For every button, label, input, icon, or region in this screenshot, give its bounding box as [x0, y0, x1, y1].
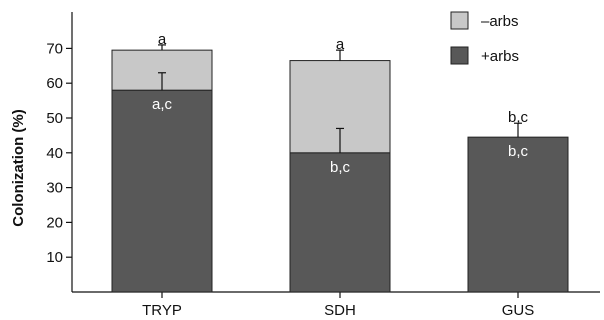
annotation-top-tryp: a	[158, 31, 167, 48]
legend-label-plus-arbs: +arbs	[481, 48, 519, 65]
y-tick-label-40: 40	[46, 145, 63, 162]
y-tick-label-60: 60	[46, 75, 63, 92]
x-tick-label-tryp: TRYP	[142, 302, 182, 319]
y-tick-label-20: 20	[46, 214, 63, 231]
legend-swatch-minus-arbs	[450, 11, 469, 30]
y-tick-label-30: 30	[46, 180, 63, 197]
x-tick-label-gus: GUS	[502, 302, 535, 319]
annotation-top-gus: b,c	[508, 109, 529, 126]
legend-label-minus-arbs: –arbs	[481, 13, 519, 30]
legend: –arbs +arbs	[450, 11, 519, 65]
annotation-top-sdh: a	[336, 36, 345, 53]
y-axis-label: Colonization (%)	[10, 109, 27, 226]
y-tick-label-70: 70	[46, 40, 63, 57]
bar-sdh-plus-arbs	[289, 152, 391, 293]
annotation-inner-gus: b,c	[508, 143, 529, 160]
bar-tryp-plus-arbs	[111, 89, 213, 293]
legend-swatch-plus-arbs	[450, 46, 469, 65]
bar-gus-plus-arbs	[467, 136, 569, 293]
annotation-inner-tryp: a,c	[152, 96, 173, 113]
y-tick-label-50: 50	[46, 110, 63, 127]
x-tick-label-sdh: SDH	[324, 302, 356, 319]
y-tick-label-10: 10	[46, 249, 63, 266]
annotation-inner-sdh: b,c	[330, 159, 351, 176]
bars: a a,c a b,c b,c b,c	[111, 31, 569, 293]
